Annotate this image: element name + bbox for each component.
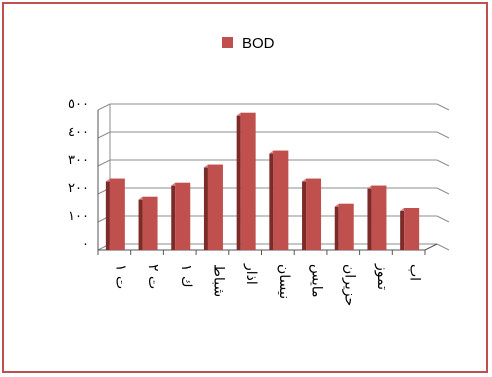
bar xyxy=(236,112,256,250)
bar-side xyxy=(138,196,143,250)
gridline-side xyxy=(97,103,111,111)
x-category-label: اذار xyxy=(243,263,259,285)
bar-front xyxy=(273,150,289,250)
bar-side xyxy=(302,178,307,250)
y-tick-label: ٥٠٠ xyxy=(68,97,89,112)
bar-side xyxy=(203,164,208,250)
y-axis-ticks: ٠ ١٠٠ ٢٠٠ ٣٠٠ ٤٠٠ ٥٠٠ xyxy=(68,97,89,252)
gridline-edge xyxy=(436,215,450,223)
gridline-edge xyxy=(436,243,450,251)
y-tick-label: ٠ xyxy=(82,237,89,252)
gridline-edge xyxy=(436,131,450,139)
legend-label: BOD xyxy=(242,35,275,52)
bar-front xyxy=(207,164,223,250)
gridline-edge xyxy=(436,187,450,195)
x-category-label: تموز xyxy=(374,263,390,290)
bar xyxy=(334,203,354,250)
bar-front xyxy=(404,208,420,250)
bar xyxy=(302,178,322,250)
bar-front xyxy=(306,178,322,250)
legend-swatch xyxy=(222,37,233,48)
x-axis-labels: ت ١ ت ٢ ك ١ شباط اذار نيسان مايس حزيران تموز اب xyxy=(112,263,422,306)
y-tick-label: ٣٠٠ xyxy=(68,153,89,168)
bar xyxy=(105,178,125,250)
bar-front xyxy=(175,182,191,250)
gridline-side xyxy=(97,159,111,167)
y-tick-label: ٤٠٠ xyxy=(68,125,89,140)
bar-series xyxy=(105,112,420,250)
bar xyxy=(203,164,223,250)
gridline-edge xyxy=(436,159,450,167)
bar-side xyxy=(400,208,405,250)
y-tick-label: ٢٠٠ xyxy=(68,181,89,196)
gridline-side xyxy=(97,131,111,139)
bar-side xyxy=(334,203,339,250)
bar-front xyxy=(240,112,256,250)
legend: BOD xyxy=(222,35,275,52)
x-category-label: اب xyxy=(407,264,423,281)
bar-front xyxy=(371,185,387,250)
bar xyxy=(367,185,387,250)
bar xyxy=(400,208,420,250)
floor-edge xyxy=(424,243,438,251)
bar xyxy=(138,196,158,250)
bar xyxy=(171,182,191,250)
bar-side xyxy=(269,150,274,250)
bar-front xyxy=(109,178,125,250)
bar xyxy=(269,150,289,250)
x-category-label: ت ١ xyxy=(112,264,128,289)
bar-side xyxy=(105,178,110,250)
bar-side xyxy=(236,112,241,250)
x-category-label: نيسان xyxy=(276,264,292,299)
x-category-label: ك ١ xyxy=(178,264,194,288)
x-category-label: ت ٢ xyxy=(145,264,161,289)
bar-side xyxy=(171,182,176,250)
bar-side xyxy=(367,185,372,250)
x-category-label: حزيران xyxy=(341,264,357,306)
bar-front xyxy=(338,203,354,250)
gridline-edge xyxy=(436,103,450,111)
x-category-label: مايس xyxy=(309,264,325,298)
y-tick-label: ١٠٠ xyxy=(68,209,89,224)
x-category-label: شباط xyxy=(210,264,226,297)
bar-front xyxy=(142,196,158,250)
